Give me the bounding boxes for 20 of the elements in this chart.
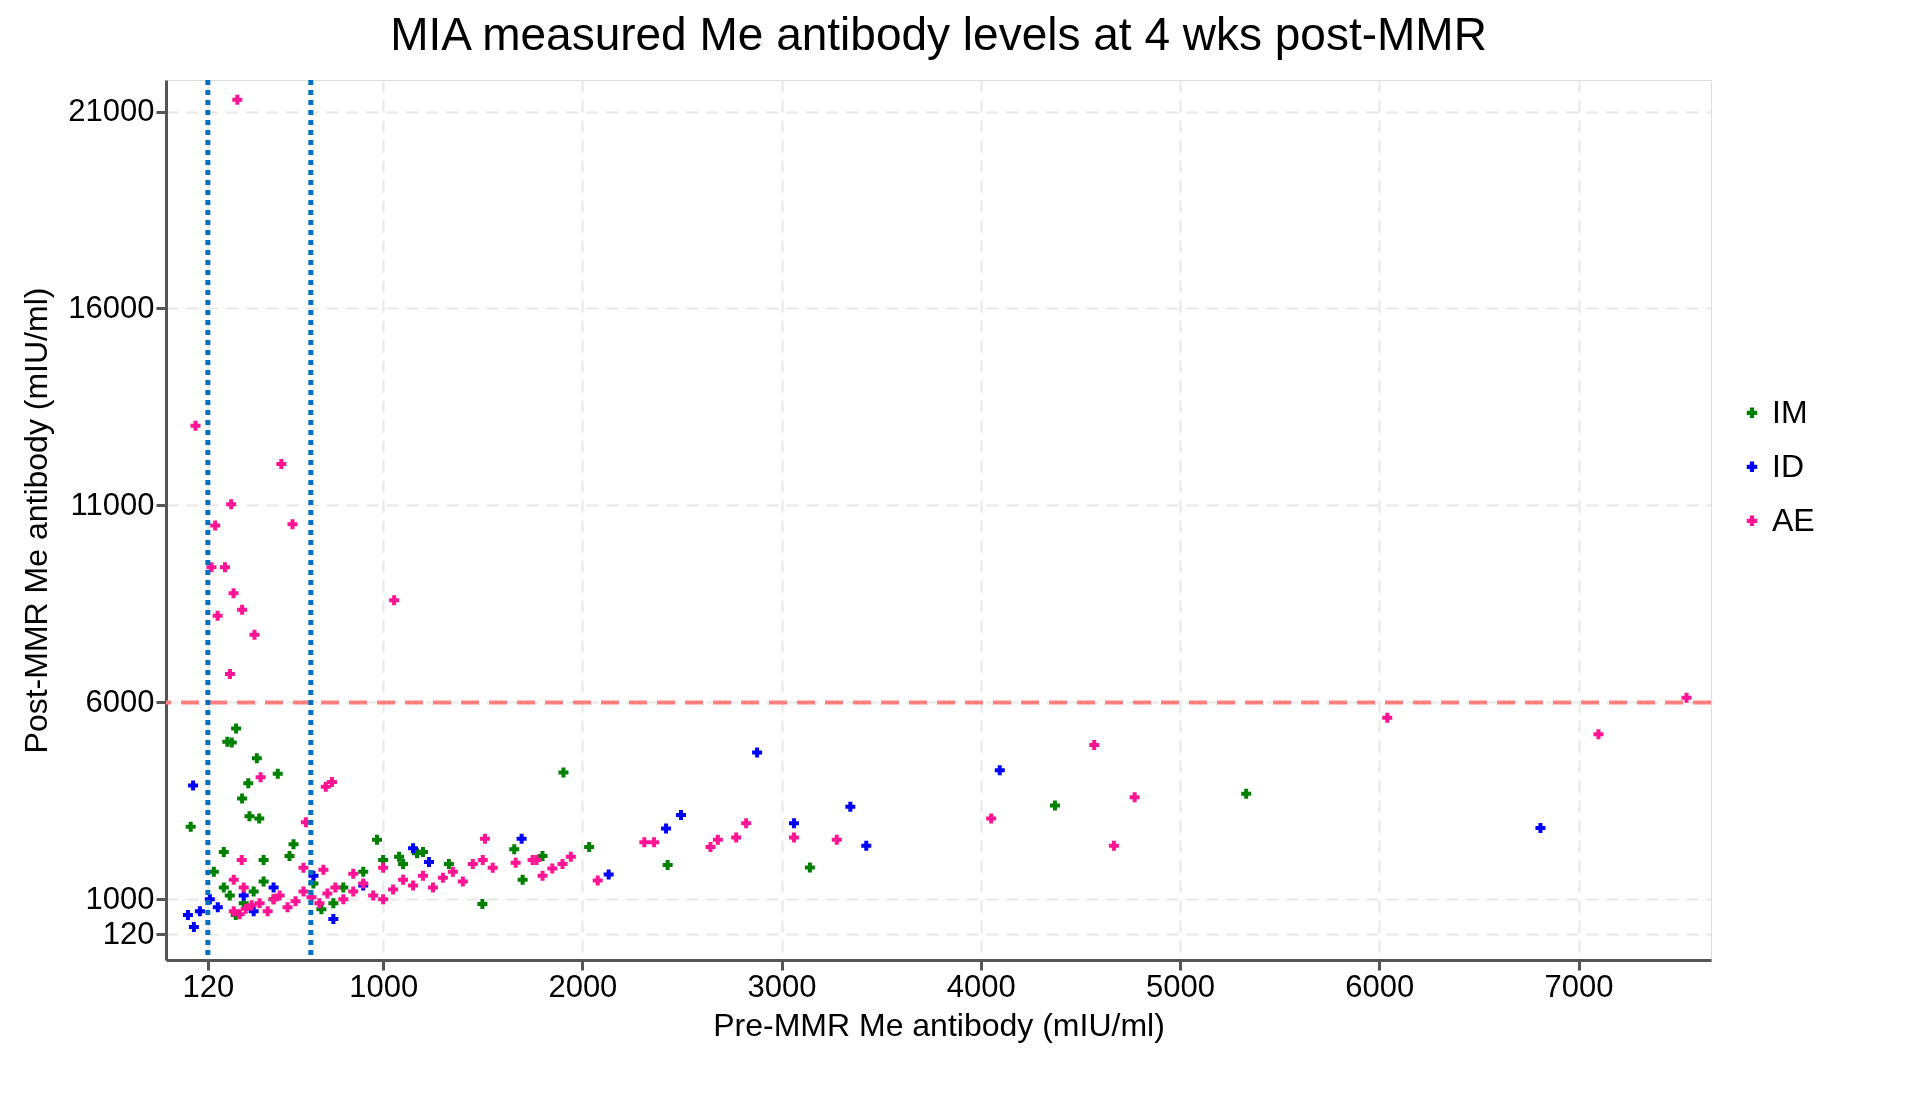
y-tick-label: 1000 — [85, 880, 155, 916]
y-tick-label: 21000 — [68, 93, 155, 129]
x-axis-title: Pre-MMR Me antibody (mIU/ml) — [713, 1006, 1165, 1043]
y-tick-label: 16000 — [68, 289, 155, 325]
legend-label: IM — [1772, 393, 1808, 430]
y-tick-label: 120 — [102, 915, 155, 951]
x-tick-label: 120 — [182, 968, 235, 1004]
y-axis-title: Post-MMR Me antibody (mIU/ml) — [18, 287, 55, 754]
x-tick-label: 1000 — [349, 968, 419, 1004]
y-tick-label: 11000 — [70, 486, 155, 522]
x-tick-label: 6000 — [1345, 968, 1415, 1004]
x-tick-label: 2000 — [548, 968, 618, 1004]
y-tick-label: 6000 — [85, 683, 155, 719]
legend-label: AE — [1772, 501, 1815, 538]
x-tick-label: 3000 — [747, 968, 817, 1004]
x-tick-label: 5000 — [1146, 968, 1216, 1004]
x-tick-label: 7000 — [1544, 968, 1614, 1004]
x-tick-label: 4000 — [946, 968, 1016, 1004]
chart-title: MIA measured Me antibody levels at 4 wks post-MMR — [390, 7, 1487, 60]
legend-label: ID — [1772, 447, 1804, 484]
